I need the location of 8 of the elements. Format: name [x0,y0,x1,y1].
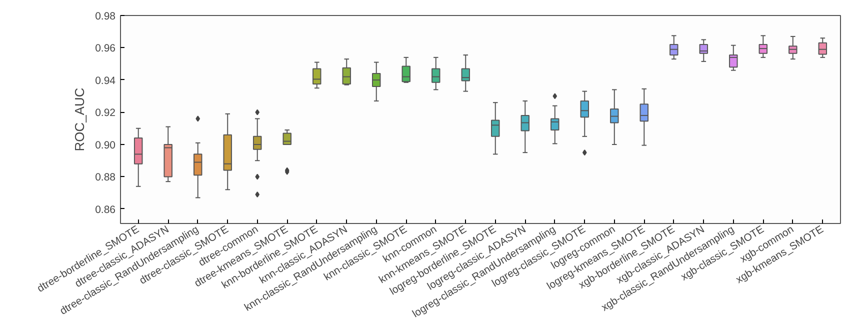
y-axis-title: ROC_AUC [72,88,88,152]
y-tick-label: 0.92 [95,107,116,120]
y-tick-label: 0.98 [95,10,116,22]
y-tick-label: 0.90 [95,139,116,152]
y-tick-label: 0.96 [95,42,116,55]
y-tick-label: 0.94 [95,74,116,87]
y-tick-label: 0.86 [95,204,116,216]
y-tick-label: 0.88 [95,172,116,184]
